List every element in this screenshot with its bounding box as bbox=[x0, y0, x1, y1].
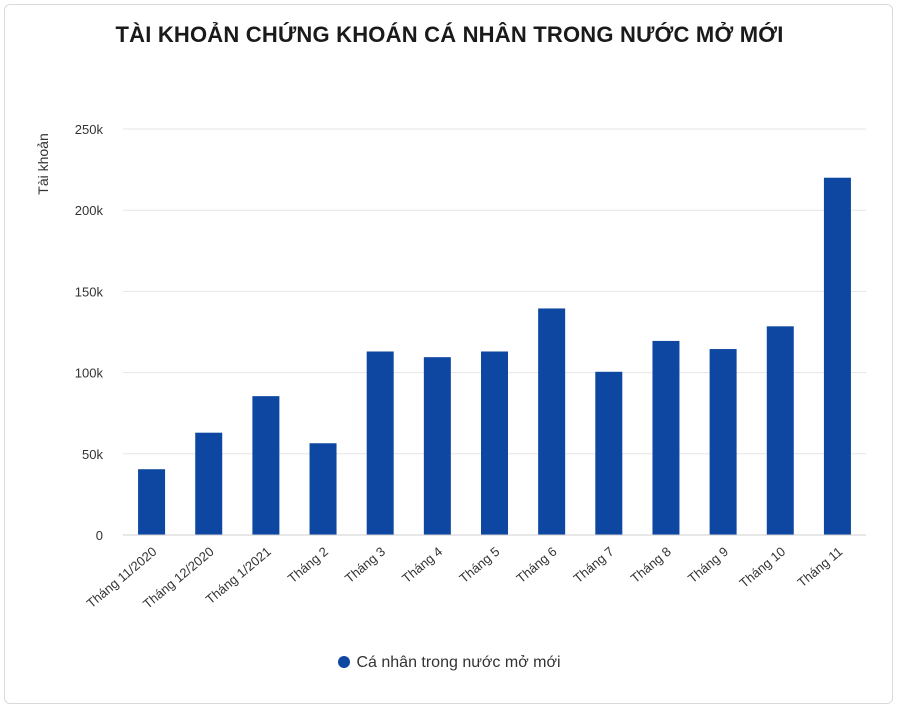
legend[interactable]: Cá nhân trong nước mở mới bbox=[0, 654, 899, 672]
x-tick-label: Tháng 6 bbox=[513, 544, 559, 586]
bar[interactable] bbox=[423, 357, 451, 535]
y-tick-label: 250k bbox=[75, 122, 104, 137]
y-tick-label: 0 bbox=[96, 528, 103, 543]
bar[interactable] bbox=[652, 340, 680, 535]
x-tick-label: Tháng 3 bbox=[342, 544, 388, 586]
bar[interactable] bbox=[595, 371, 623, 535]
x-tick-label: Tháng 5 bbox=[456, 544, 502, 586]
bar[interactable] bbox=[366, 351, 394, 535]
bar[interactable] bbox=[823, 177, 851, 535]
bar[interactable] bbox=[195, 432, 223, 535]
y-tick-label: 50k bbox=[82, 447, 103, 462]
y-tick-label: 200k bbox=[75, 203, 104, 218]
legend-label: Cá nhân trong nước mở mới bbox=[356, 654, 561, 671]
x-tick-label: Tháng 9 bbox=[685, 544, 731, 586]
x-tick-label: Tháng 2 bbox=[285, 544, 331, 586]
y-axis-ticks: 0 50k 100k 150k 200k 250k bbox=[75, 122, 104, 543]
y-tick-label: 150k bbox=[75, 284, 104, 299]
bar[interactable] bbox=[309, 443, 337, 535]
bar[interactable] bbox=[252, 396, 280, 535]
bar[interactable] bbox=[709, 349, 737, 535]
chart-title: TÀI KHOẢN CHỨNG KHOÁN CÁ NHÂN TRONG NƯỚC… bbox=[115, 22, 784, 47]
chart-card bbox=[4, 4, 893, 704]
bars bbox=[138, 177, 851, 535]
bar[interactable] bbox=[766, 326, 794, 535]
legend-marker-icon bbox=[338, 656, 351, 668]
bar[interactable] bbox=[481, 351, 508, 535]
x-tick-label: Tháng 10 bbox=[736, 544, 788, 591]
x-tick-label: Tháng 11 bbox=[794, 544, 845, 590]
x-tick-label: Tháng 8 bbox=[628, 544, 674, 586]
y-tick-label: 100k bbox=[75, 366, 104, 381]
y-axis-label: Tài khoản bbox=[35, 133, 51, 194]
x-tick-label: Tháng 4 bbox=[399, 544, 445, 586]
bar[interactable] bbox=[138, 469, 166, 535]
x-tick-label: Tháng 7 bbox=[571, 544, 617, 586]
bar[interactable] bbox=[538, 308, 566, 535]
